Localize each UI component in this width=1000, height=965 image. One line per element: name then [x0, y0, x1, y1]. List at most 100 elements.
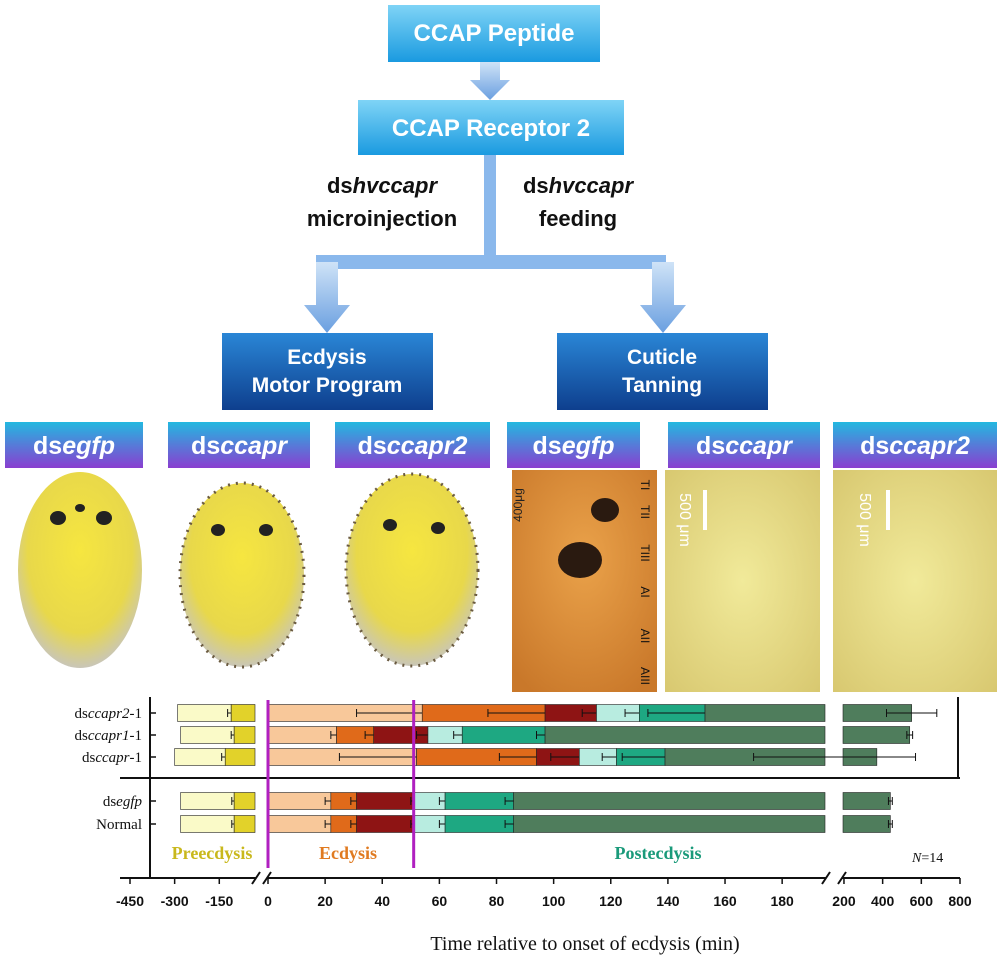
prefix: ds: [523, 173, 549, 198]
panel-label: dsegfp: [33, 432, 115, 460]
x-tick-label: 0: [264, 893, 272, 909]
segment-label: AI: [638, 586, 652, 597]
spot: [591, 498, 619, 522]
row-label: dsccapr-1: [82, 750, 142, 766]
phase-segment: [513, 792, 826, 810]
segment-label: TIII: [638, 544, 652, 561]
phase-segment: [233, 792, 256, 810]
flow-diagram: CCAP Peptide CCAP Receptor 2 dshvccapr m…: [222, 5, 768, 410]
gene: egfp: [62, 432, 115, 460]
prefix: ds: [191, 432, 220, 460]
axis-break: [837, 871, 847, 885]
arrow: [470, 62, 510, 100]
x-tick-label: 400: [871, 893, 895, 909]
segment-label: AII: [638, 629, 652, 644]
x-tick-label: 40: [374, 893, 390, 909]
row-label-part: ds: [75, 706, 89, 722]
x-tick-label: -450: [116, 893, 144, 909]
gene: ccapr2: [387, 432, 468, 460]
row-label-part: ds: [75, 728, 89, 744]
x-tick-label: 800: [948, 893, 972, 909]
photos: 400μg 500 μm 500 μm dsegfp dsccapr dsccapr…: [5, 422, 997, 692]
panel-label: dsccapr: [191, 432, 288, 460]
row-label-part: ccapr: [95, 750, 129, 766]
row-label-part: ccapr2: [88, 706, 130, 722]
prefix: ds: [860, 432, 889, 460]
x-tick-label: 120: [599, 893, 623, 909]
treatment-method: feeding: [539, 206, 617, 231]
node-box: [358, 100, 624, 155]
n-label: N=14: [911, 851, 943, 866]
phase-segment: [224, 748, 256, 766]
x-tick-label: -300: [161, 893, 189, 909]
photo-larva: [18, 472, 142, 668]
error-bar: [886, 709, 938, 717]
spot: [558, 542, 602, 578]
x-tick-label: -150: [205, 893, 233, 909]
panel-label-box: [507, 422, 640, 468]
phase-segment: [230, 704, 256, 722]
x-tick-label: 80: [489, 893, 505, 909]
phase-segment: [704, 704, 826, 722]
segment-label: TII: [638, 505, 652, 519]
phase-segment: [356, 792, 414, 810]
phase-segment: [356, 815, 414, 833]
panel-label: dsccapr: [696, 432, 793, 460]
panel-label-box: [833, 422, 997, 468]
phase-segment: [180, 815, 235, 833]
axis-break-gap: [256, 875, 267, 881]
panel-label: dsccapr2: [860, 432, 970, 460]
phase-segment: [513, 815, 826, 833]
x-tick-label: 100: [542, 893, 566, 909]
row-label-part: ds: [103, 794, 117, 810]
phase-segment: [267, 792, 332, 810]
phase-segment: [544, 726, 826, 744]
phase-segment: [267, 726, 337, 744]
scale-label: 500 μm: [676, 493, 693, 547]
error-bar: [887, 820, 893, 828]
x-axis-title: Time relative to onset of ecdysis (min): [430, 933, 739, 955]
phase-segment: [177, 704, 232, 722]
segment-label: TI: [638, 480, 652, 491]
phase-segment: [233, 815, 256, 833]
prefix: ds: [33, 432, 62, 460]
photo-larva: [344, 472, 480, 668]
gene: ccapr: [220, 432, 288, 460]
prefix: ds: [696, 432, 725, 460]
phase-segment: [842, 792, 891, 810]
spots: [50, 504, 445, 536]
treatment-method: microinjection: [307, 206, 457, 231]
phase-segment: [444, 792, 514, 810]
photo-closeup: [833, 470, 997, 692]
prefix: ds: [327, 173, 353, 198]
phase-segment: [174, 748, 226, 766]
gene: hvccapr: [353, 173, 439, 198]
prefix: ds: [533, 432, 562, 460]
row-label-part: ccapr1: [88, 728, 130, 744]
axis-break: [821, 871, 831, 885]
outcome-label: Tanning: [622, 374, 702, 397]
row-label-part: -1: [130, 728, 143, 744]
phase-segment: [461, 726, 546, 744]
panel-label: dsegfp: [533, 432, 615, 460]
treatment: dshvccapr: [327, 173, 439, 198]
photo-larva: [178, 481, 306, 669]
x-tick-label: 60: [432, 893, 448, 909]
chart: dsccapr2-1dsccapr1-1dsccapr-1dsegfpNorma…: [75, 697, 972, 955]
x-tick-label: 180: [770, 893, 794, 909]
photo-closeup: [512, 470, 657, 692]
outcome-box: [557, 333, 768, 410]
phase-segment: [267, 815, 332, 833]
phase-segment: [180, 792, 235, 810]
treatment: dshvccapr: [523, 173, 635, 198]
phase-segment: [233, 726, 256, 744]
row-label: Normal: [96, 817, 142, 833]
error-bar: [753, 753, 917, 761]
error-bar: [887, 797, 893, 805]
panel-label-box: [168, 422, 310, 468]
phase-label: Ecdysis: [319, 843, 377, 863]
arrow: [304, 262, 350, 333]
x-tick-label: 160: [713, 893, 737, 909]
n-value: =14: [921, 851, 943, 866]
